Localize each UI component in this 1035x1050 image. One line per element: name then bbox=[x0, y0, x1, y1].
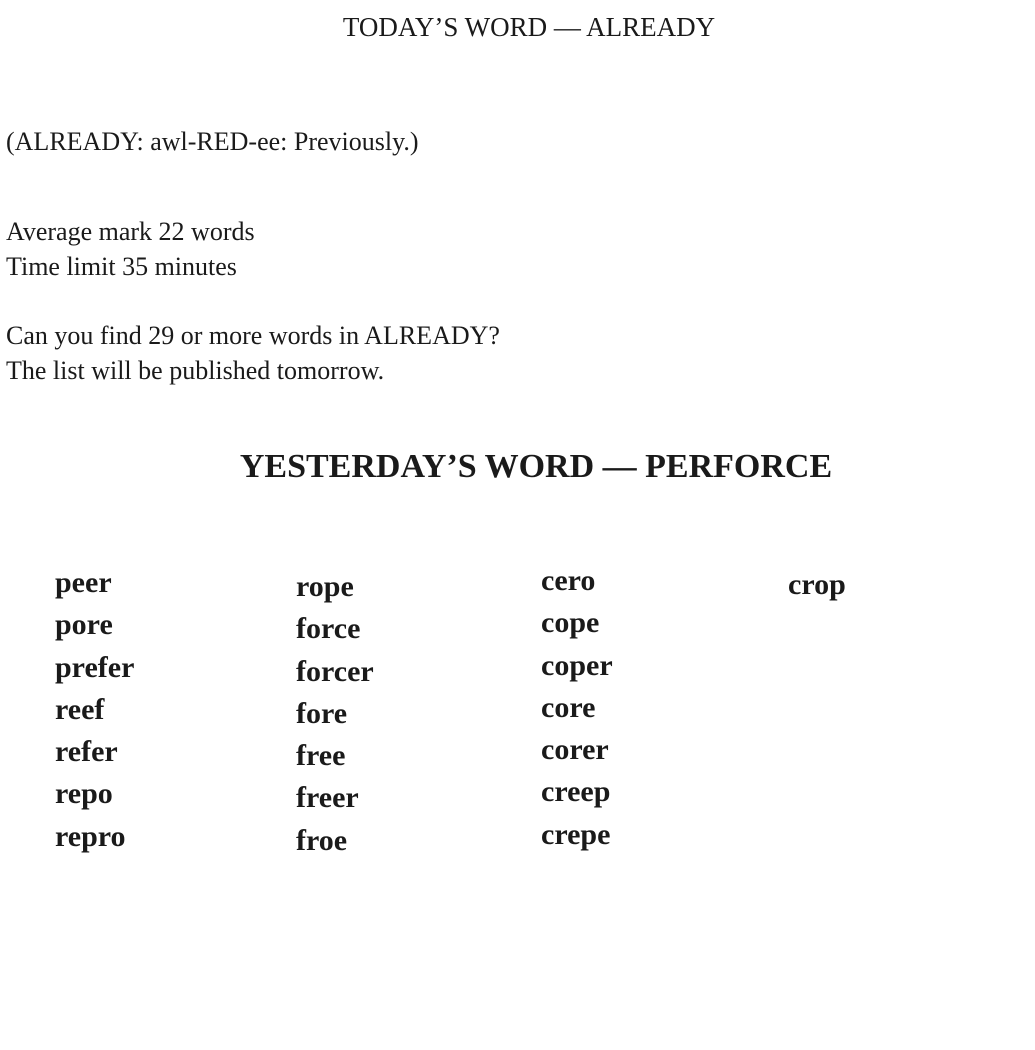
word: pore bbox=[55, 608, 113, 642]
word: forcer bbox=[296, 654, 374, 688]
word: freer bbox=[296, 781, 359, 815]
word: core bbox=[541, 690, 596, 724]
challenge: Can you find 29 or more words in ALREADY… bbox=[6, 321, 500, 350]
word: free bbox=[296, 739, 346, 773]
definition: (ALREADY: awl-RED-ee: Previously.) bbox=[6, 127, 419, 156]
word: prefer bbox=[55, 650, 135, 684]
word: reef bbox=[55, 692, 105, 726]
word: creep bbox=[541, 775, 611, 809]
word-column: crop bbox=[788, 564, 846, 606]
word: refer bbox=[55, 735, 118, 769]
yesterday-title: YESTERDAY’S WORD — PERFORCE bbox=[239, 448, 833, 485]
word-column: rope force forcer fore free freer froe bbox=[296, 566, 374, 862]
word: cero bbox=[541, 564, 596, 597]
word: rope bbox=[296, 570, 354, 603]
average-mark: Average mark 22 words bbox=[6, 217, 255, 246]
word: froe bbox=[296, 823, 348, 857]
word: repo bbox=[55, 777, 113, 811]
word: peer bbox=[55, 566, 112, 599]
word: corer bbox=[541, 733, 609, 767]
time-limit: Time limit 35 minutes bbox=[6, 252, 237, 281]
word-column: peer pore prefer reef refer repo repro bbox=[55, 562, 134, 858]
word: force bbox=[296, 612, 361, 646]
today-title: TODAY’S WORD — ALREADY bbox=[342, 12, 716, 42]
publish-note: The list will be published tomorrow. bbox=[6, 356, 385, 385]
word: crop bbox=[788, 568, 846, 601]
word: crepe bbox=[541, 817, 611, 851]
word: cope bbox=[541, 606, 600, 640]
word-column: cero cope coper core corer creep crepe bbox=[541, 560, 613, 856]
word: fore bbox=[296, 696, 348, 730]
word: coper bbox=[541, 648, 613, 682]
word: repro bbox=[55, 819, 126, 853]
